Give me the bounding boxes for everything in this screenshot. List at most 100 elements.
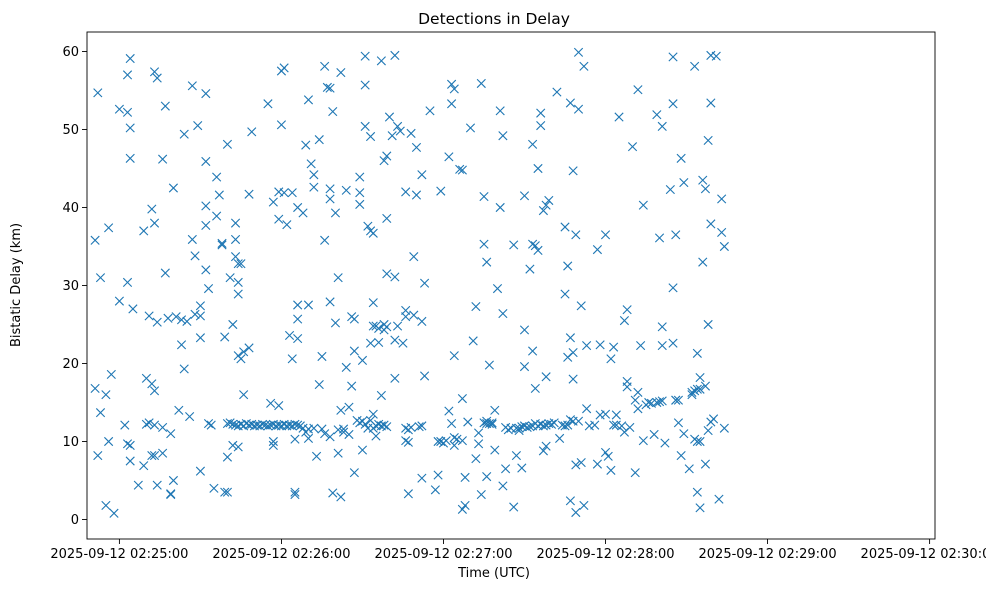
data-point-marker [409,252,419,262]
data-point-marker [414,422,424,432]
data-point-marker [560,289,570,299]
data-point-marker [700,459,711,469]
data-point-marker [176,315,187,325]
data-point-marker [125,153,135,163]
data-point-marker [368,298,378,308]
data-point-marker [719,423,729,433]
data-point-marker [595,340,605,350]
data-point-marker [166,489,176,499]
y-tick-label: 0 [71,513,79,528]
data-point-marker [122,277,133,287]
data-point-marker [233,442,243,452]
y-tick-label: 20 [62,357,79,372]
data-point-marker [698,175,708,185]
data-point-marker [239,390,249,400]
data-point-marker [368,409,378,419]
data-point-marker [201,220,211,231]
data-point-marker [201,156,211,167]
data-point-marker [387,131,397,141]
data-point-marker [268,436,278,447]
data-point-marker [538,421,548,431]
data-point-marker [171,312,181,322]
data-point-marker [239,347,249,357]
data-point-marker [128,304,138,314]
data-point-marker [139,226,149,236]
data-point-marker [149,386,160,396]
data-point-marker [449,84,459,94]
data-point-marker [673,418,684,428]
data-point-marker [122,439,133,449]
data-point-marker [533,163,543,174]
x-tick-label: 2025-09-12 02:25:00 [50,547,188,562]
data-point-marker [163,313,173,323]
data-point-marker [336,492,346,502]
data-point-marker [168,475,179,486]
data-point-marker [320,61,330,71]
data-point-marker [676,450,686,461]
data-point-marker [166,489,176,500]
data-point-marker [452,434,462,444]
data-point-marker [517,463,527,473]
data-point-marker [228,319,238,330]
x-tick-label: 2025-09-12 02:30:00 [861,547,986,562]
data-point-marker [446,418,457,429]
data-point-marker [711,51,721,61]
data-point-marker [509,240,519,250]
data-point-marker [390,272,400,282]
data-point-marker [668,283,678,293]
data-point-marker [152,317,162,327]
data-point-marker [679,429,689,439]
data-point-marker [568,347,578,358]
data-point-marker [419,371,430,381]
data-point-marker [476,78,486,89]
data-point-marker [411,142,422,153]
data-point-marker [365,338,376,348]
data-point-marker [687,387,697,397]
x-tick-label: 2025-09-12 02:29:00 [699,547,837,562]
data-point-marker [671,230,681,240]
data-point-marker [206,420,216,430]
data-point-marker [673,395,684,405]
data-point-marker [573,104,584,114]
data-point-marker [403,489,413,499]
x-tick-label: 2025-09-12 02:28:00 [536,547,674,562]
data-point-marker [568,374,578,384]
data-point-marker [455,164,465,174]
data-point-marker [417,316,427,326]
data-point-marker [328,488,338,498]
data-point-marker [522,422,532,433]
data-point-marker [468,336,478,346]
data-point-marker [657,121,667,131]
data-point-marker [233,289,243,299]
data-point-marker [390,335,400,345]
data-point-marker [109,508,119,518]
data-point-marker [706,98,716,108]
data-point-marker [684,464,694,474]
data-point-marker [482,472,492,482]
data-point-marker [382,151,392,161]
data-point-marker [274,401,284,411]
data-point-marker [668,99,678,109]
data-point-marker [190,309,200,319]
data-point-marker [320,429,330,439]
data-point-marker [703,319,713,330]
data-point-marker [122,107,133,117]
data-point-marker [401,312,411,322]
data-point-marker [617,421,627,431]
data-point-marker [398,338,408,348]
data-point-marker [311,451,322,461]
data-point-marker [382,269,392,279]
data-point-marker [220,332,230,342]
data-point-marker [476,489,486,500]
data-point-marker [622,305,632,315]
data-point-marker [122,70,133,80]
data-point-marker [657,396,667,406]
data-point-marker [484,418,494,429]
data-point-marker [284,330,295,341]
data-point-marker [708,414,719,424]
data-point-marker [301,140,311,150]
data-point-marker [576,457,586,468]
data-point-marker [706,219,716,229]
data-point-marker [355,172,365,182]
data-point-marker [563,420,573,430]
